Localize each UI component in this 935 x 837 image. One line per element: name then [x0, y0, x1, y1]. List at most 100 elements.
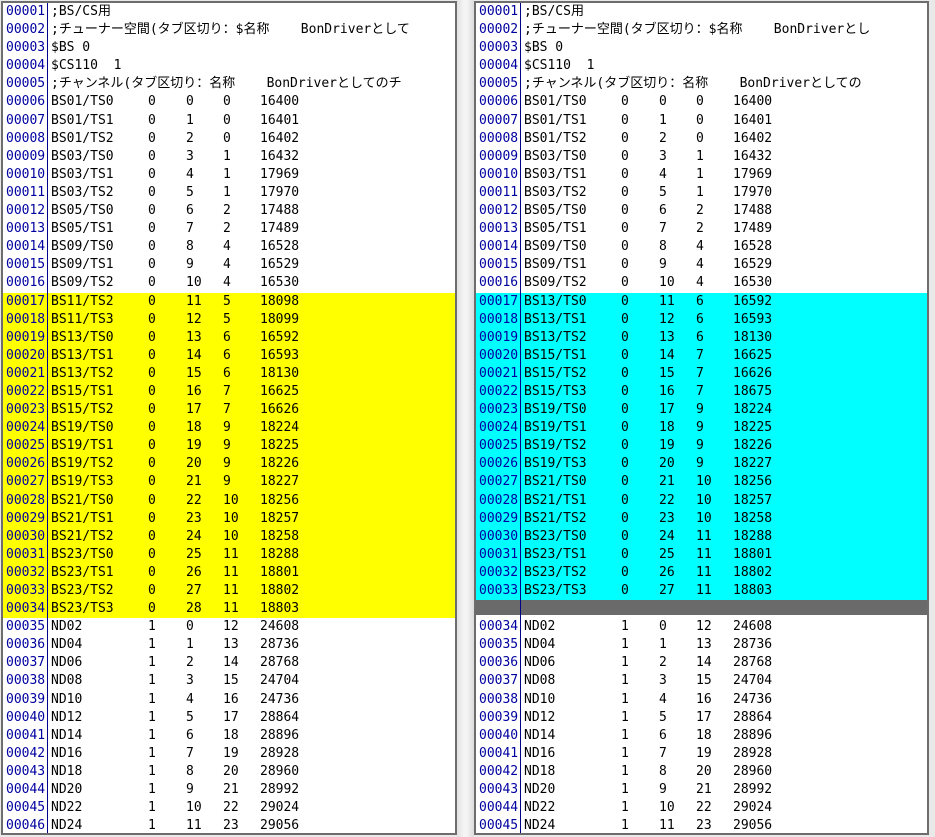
code-line[interactable]: 00034 ND02 1 0 12 24608	[476, 618, 927, 637]
code-line[interactable]: 00008 BS01/TS2 0 2 0 16402	[476, 129, 927, 148]
diff-changed-line[interactable]: 00018 BS11/TS3 0 12 5 18099	[3, 310, 455, 329]
code-line[interactable]: 00010 BS03/TS1 0 4 1 17969	[476, 165, 927, 184]
diff-changed-line[interactable]: 00031 BS23/TS1 0 25 11 18801	[476, 545, 927, 564]
diff-changed-line[interactable]: 00030 BS21/TS2 0 24 10 18258	[3, 527, 455, 546]
diff-changed-line[interactable]: 00024 BS19/TS0 0 18 9 18224	[3, 419, 455, 438]
diff-changed-line[interactable]: 00017 BS13/TS0 0 11 6 16592	[476, 292, 927, 311]
diff-changed-line[interactable]: 00019 BS13/TS0 0 13 6 16592	[3, 328, 455, 347]
code-line[interactable]: 00005 ;チャンネル(タブ区切り：名称 BonDriverとしての	[476, 75, 927, 94]
code-line[interactable]: 00040 ND12 1 5 17 28864	[3, 708, 455, 727]
code-line[interactable]: 00038 ND10 1 4 16 24736	[476, 690, 927, 709]
diff-changed-line[interactable]: 00020 BS13/TS1 0 14 6 16593	[3, 346, 455, 365]
code-line[interactable]: 00042 ND18 1 8 20 28960	[476, 762, 927, 782]
diff-changed-line[interactable]: 00018 BS13/TS1 0 12 6 16593	[476, 310, 927, 329]
code-line[interactable]: 00044 ND20 1 9 21 28992	[3, 781, 455, 800]
diff-changed-line[interactable]: 00029 BS21/TS2 0 23 10 18258	[476, 509, 927, 528]
code-line[interactable]: 00002 ;チューナー空間(タブ区切り：$名称 BonDriverとして	[3, 21, 455, 40]
code-line[interactable]: 00042 ND16 1 7 19 28928	[3, 744, 455, 763]
code-line[interactable]: 00016 BS09/TS2 0 10 4 16530	[476, 274, 927, 293]
code-line[interactable]: 00001 ;BS/CS用	[476, 3, 927, 22]
channel-value: 0	[148, 546, 156, 562]
diff-changed-line[interactable]: 00026 BS19/TS3 0 20 9 18227	[476, 455, 927, 474]
code-line[interactable]: 00010 BS03/TS1 0 4 1 17969	[3, 165, 455, 184]
code-line[interactable]: 00015 BS09/TS1 0 9 4 16529	[3, 256, 455, 275]
code-line[interactable]: 00037 ND06 1 2 14 28768	[3, 654, 455, 673]
code-line[interactable]: 00003 $BS 0	[476, 39, 927, 58]
code-line[interactable]: 00014 BS09/TS0 0 8 4 16528	[3, 238, 455, 257]
diff-changed-line[interactable]: 00025 BS19/TS1 0 19 9 18225	[3, 437, 455, 456]
diff-changed-line[interactable]: 00028 BS21/TS0 0 22 10 18256	[3, 491, 455, 510]
code-line[interactable]: 00013 BS05/TS1 0 7 2 17489	[3, 220, 455, 239]
code-line[interactable]: 00038 ND08 1 3 15 24704	[3, 672, 455, 691]
diff-changed-line[interactable]: 00028 BS21/TS1 0 22 10 18257	[476, 491, 927, 510]
code-line[interactable]: 00007 BS01/TS1 0 1 0 16401	[476, 111, 927, 130]
diff-changed-line[interactable]: 00023 BS15/TS2 0 17 7 16626	[3, 401, 455, 420]
diff-changed-line[interactable]: 00031 BS23/TS0 0 25 11 18288	[3, 545, 455, 564]
code-line[interactable]: 00041 ND14 1 6 18 28896	[3, 726, 455, 745]
code-line[interactable]: 00043 ND18 1 8 20 28960	[3, 762, 455, 782]
diff-panel-left[interactable]: 00001 ;BS/CS用 00002 ;チューナー空間(タブ区切り：$名称 BonD…	[1, 1, 457, 835]
code-line[interactable]: 00004 $CS110 1	[3, 57, 455, 76]
code-line[interactable]: 00009 BS03/TS0 0 3 1 16432	[3, 147, 455, 166]
code-line[interactable]: 00046 ND24 1 11 23 29056	[3, 817, 455, 833]
ghost-line[interactable]	[476, 600, 927, 619]
channel-name: BS23/TS2	[524, 564, 587, 580]
diff-changed-line[interactable]: 00032 BS23/TS1 0 26 11 18801	[3, 563, 455, 582]
code-line[interactable]: 00011 BS03/TS2 0 5 1 17970	[476, 183, 927, 203]
code-line[interactable]: 00045 ND22 1 10 22 29024	[3, 799, 455, 818]
diff-changed-line[interactable]: 00020 BS15/TS1 0 14 7 16625	[476, 346, 927, 365]
panel-splitter[interactable]	[457, 0, 474, 837]
code-line[interactable]: 00003 $BS 0	[3, 39, 455, 58]
line-text: ND10 1 4 16 24736	[48, 691, 455, 709]
code-line[interactable]: 00007 BS01/TS1 0 1 0 16401	[3, 111, 455, 130]
code-line[interactable]: 00011 BS03/TS2 0 5 1 17970	[3, 183, 455, 203]
code-line[interactable]: 00035 ND02 1 0 12 24608	[3, 618, 455, 637]
code-line[interactable]: 00005 ;チャンネル(タブ区切り：名称 BonDriverとしてのチ	[3, 75, 455, 94]
diff-panel-right[interactable]: 00001 ;BS/CS用 00002 ;チューナー空間(タブ区切り：$名称 BonD…	[474, 1, 929, 835]
code-line[interactable]: 00012 BS05/TS0 0 6 2 17488	[476, 202, 927, 221]
code-line[interactable]: 00004 $CS110 1	[476, 57, 927, 76]
code-line[interactable]: 00016 BS09/TS2 0 10 4 16530	[3, 274, 455, 293]
code-line[interactable]: 00044 ND22 1 10 22 29024	[476, 799, 927, 818]
code-line[interactable]: 00036 ND06 1 2 14 28768	[476, 654, 927, 673]
code-line[interactable]: 00039 ND12 1 5 17 28864	[476, 708, 927, 727]
diff-changed-line[interactable]: 00033 BS23/TS3 0 27 11 18803	[476, 582, 927, 601]
code-line[interactable]: 00009 BS03/TS0 0 3 1 16432	[476, 147, 927, 166]
diff-changed-line[interactable]: 00022 BS15/TS1 0 16 7 16625	[3, 382, 455, 402]
code-line[interactable]: 00043 ND20 1 9 21 28992	[476, 781, 927, 800]
diff-changed-line[interactable]: 00022 BS15/TS3 0 16 7 18675	[476, 382, 927, 402]
diff-changed-line[interactable]: 00023 BS19/TS0 0 17 9 18224	[476, 401, 927, 420]
code-line[interactable]: 00001 ;BS/CS用	[3, 3, 455, 22]
diff-changed-line[interactable]: 00033 BS23/TS2 0 27 11 18802	[3, 582, 455, 601]
code-line[interactable]: 00014 BS09/TS0 0 8 4 16528	[476, 238, 927, 257]
diff-changed-line[interactable]: 00017 BS11/TS2 0 11 5 18098	[3, 292, 455, 311]
code-line[interactable]: 00008 BS01/TS2 0 2 0 16402	[3, 129, 455, 148]
diff-changed-line[interactable]: 00032 BS23/TS2 0 26 11 18802	[476, 563, 927, 582]
code-line[interactable]: 00015 BS09/TS1 0 9 4 16529	[476, 256, 927, 275]
diff-changed-line[interactable]: 00025 BS19/TS2 0 19 9 18226	[476, 437, 927, 456]
code-line[interactable]: 00037 ND08 1 3 15 24704	[476, 672, 927, 691]
diff-changed-line[interactable]: 00030 BS23/TS0 0 24 11 18288	[476, 527, 927, 546]
diff-changed-line[interactable]: 00026 BS19/TS2 0 20 9 18226	[3, 455, 455, 474]
code-line[interactable]: 00045 ND24 1 11 23 29056	[476, 817, 927, 833]
code-line[interactable]: 00041 ND16 1 7 19 28928	[476, 744, 927, 763]
code-line[interactable]: 00035 ND04 1 1 13 28736	[476, 636, 927, 655]
code-line[interactable]: 00013 BS05/TS1 0 7 2 17489	[476, 220, 927, 239]
code-line[interactable]: 00006 BS01/TS0 0 0 0 16400	[3, 93, 455, 112]
channel-value: 23	[186, 510, 202, 526]
code-line[interactable]: 00036 ND04 1 1 13 28736	[3, 636, 455, 655]
code-line[interactable]: 00040 ND14 1 6 18 28896	[476, 726, 927, 745]
diff-changed-line[interactable]: 00019 BS13/TS2 0 13 6 18130	[476, 328, 927, 347]
diff-changed-line[interactable]: 00034 BS23/TS3 0 28 11 18803	[3, 600, 455, 619]
diff-changed-line[interactable]: 00027 BS19/TS3 0 21 9 18227	[3, 473, 455, 492]
line-text: $CS110 1	[524, 58, 595, 74]
diff-changed-line[interactable]: 00024 BS19/TS1 0 18 9 18225	[476, 419, 927, 438]
diff-changed-line[interactable]: 00021 BS15/TS2 0 15 7 16626	[476, 364, 927, 383]
code-line[interactable]: 00006 BS01/TS0 0 0 0 16400	[476, 93, 927, 112]
code-line[interactable]: 00002 ;チューナー空間(タブ区切り：$名称 BonDriverとし	[476, 21, 927, 40]
diff-changed-line[interactable]: 00029 BS21/TS1 0 23 10 18257	[3, 509, 455, 528]
code-line[interactable]: 00012 BS05/TS0 0 6 2 17488	[3, 202, 455, 221]
diff-changed-line[interactable]: 00027 BS21/TS0 0 21 10 18256	[476, 473, 927, 492]
code-line[interactable]: 00039 ND10 1 4 16 24736	[3, 690, 455, 709]
diff-changed-line[interactable]: 00021 BS13/TS2 0 15 6 18130	[3, 364, 455, 383]
